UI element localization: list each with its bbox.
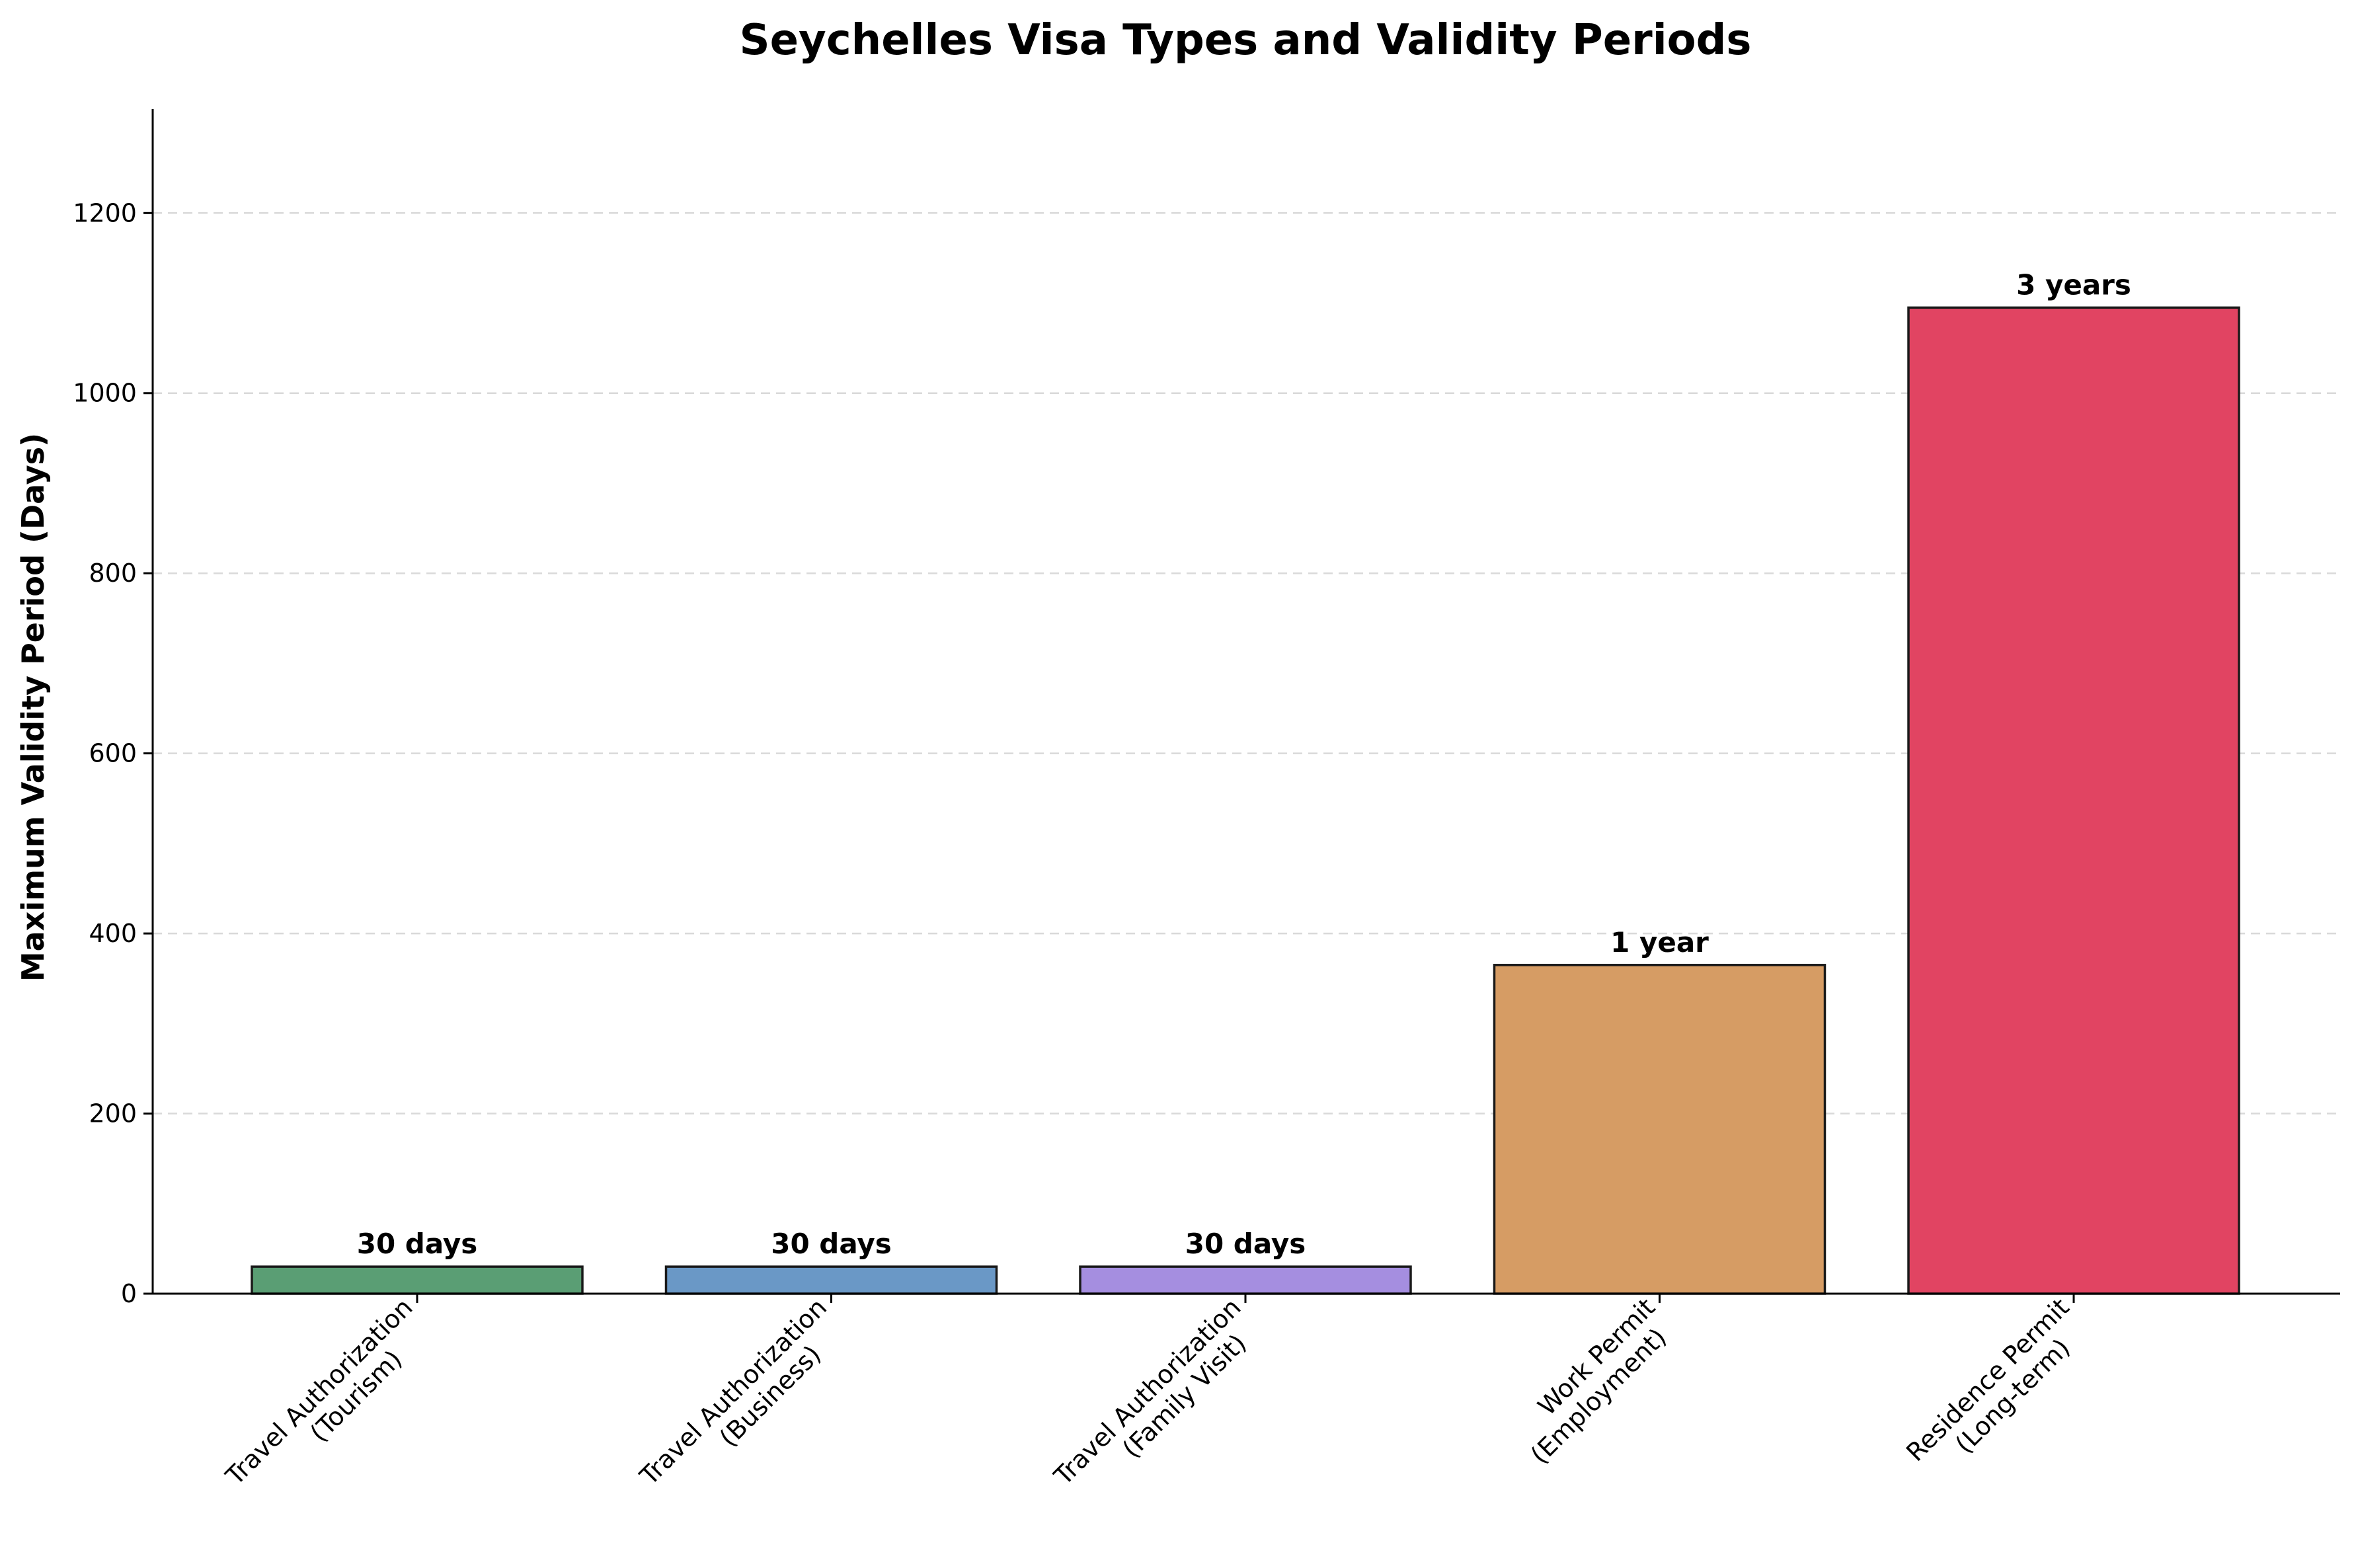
y-axis-label: Maximum Validity Period (Days) (15, 433, 51, 982)
y-tick-label: 600 (89, 739, 137, 768)
y-tick-label: 1200 (73, 198, 137, 227)
y-tick-label: 0 (121, 1279, 137, 1308)
y-tick-label: 400 (89, 919, 137, 948)
bar-value-label: 1 year (1610, 926, 1709, 959)
y-tick-label: 800 (89, 559, 137, 588)
x-axis-ticks: Travel Authorization(Tourism) Travel Auth… (219, 1293, 2096, 1512)
y-tick-label: 1000 (73, 379, 137, 408)
x-tick-label: Work Permit(Employment) (1505, 1293, 1681, 1470)
x-tick-label: Travel Authorization(Family Visit) (1048, 1293, 1267, 1512)
bar-value-labels: 30 days 30 days 30 days 1 year 3 years (357, 268, 2131, 1260)
bar (664, 1265, 998, 1295)
x-tick-label: Travel Authorization(Tourism) (219, 1293, 438, 1512)
bar-value-label: 30 days (1185, 1228, 1306, 1260)
bar (1079, 1265, 1412, 1295)
bar-value-label: 3 years (2016, 268, 2131, 301)
x-tick-label: Residence Permit(Long-term) (1901, 1293, 2096, 1488)
bars (251, 306, 2240, 1295)
bar-value-label: 30 days (357, 1228, 478, 1260)
x-tick-label: Travel Authorization(Business) (634, 1293, 853, 1512)
chart-title: Seychelles Visa Types and Validity Perio… (739, 16, 1751, 65)
y-axis-ticks: 0 200 400 600 800 1000 1200 (73, 198, 153, 1308)
bar (1907, 306, 2240, 1295)
bar-value-label: 30 days (771, 1228, 892, 1260)
bar (1493, 964, 1826, 1295)
y-tick-label: 200 (89, 1099, 137, 1128)
bar (251, 1265, 584, 1295)
